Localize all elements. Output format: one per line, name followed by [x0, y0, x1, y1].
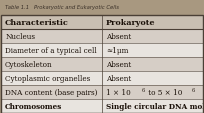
Text: Table 1.1   Prokaryotic and Eukaryotic Cells: Table 1.1 Prokaryotic and Eukaryotic Cel…	[5, 5, 119, 10]
Text: Absent: Absent	[106, 60, 131, 68]
FancyBboxPatch shape	[1, 16, 203, 30]
Text: DNA content (base pairs): DNA content (base pairs)	[5, 88, 98, 96]
Text: Cytoskeleton: Cytoskeleton	[5, 60, 53, 68]
FancyBboxPatch shape	[1, 30, 203, 44]
Text: Characteristic: Characteristic	[5, 19, 69, 27]
FancyBboxPatch shape	[1, 58, 203, 71]
FancyBboxPatch shape	[1, 85, 203, 99]
Text: 6: 6	[142, 88, 145, 93]
Text: 6: 6	[192, 88, 195, 93]
Text: 1 × 10: 1 × 10	[106, 88, 131, 96]
Text: Cytoplasmic organelles: Cytoplasmic organelles	[5, 74, 90, 82]
Text: Single circular DNA molec…: Single circular DNA molec…	[106, 102, 204, 110]
FancyBboxPatch shape	[0, 0, 204, 16]
FancyBboxPatch shape	[1, 99, 203, 113]
Text: Absent: Absent	[106, 33, 131, 41]
Text: Nucleus: Nucleus	[5, 33, 35, 41]
Text: Chromosomes: Chromosomes	[5, 102, 62, 110]
Text: Absent: Absent	[106, 74, 131, 82]
Text: Prokaryote: Prokaryote	[106, 19, 156, 27]
Text: Diameter of a typical cell: Diameter of a typical cell	[5, 47, 97, 54]
Text: to 5 × 10: to 5 × 10	[146, 88, 182, 96]
FancyBboxPatch shape	[1, 44, 203, 58]
FancyBboxPatch shape	[1, 71, 203, 85]
Text: ≈1μm: ≈1μm	[106, 47, 129, 54]
